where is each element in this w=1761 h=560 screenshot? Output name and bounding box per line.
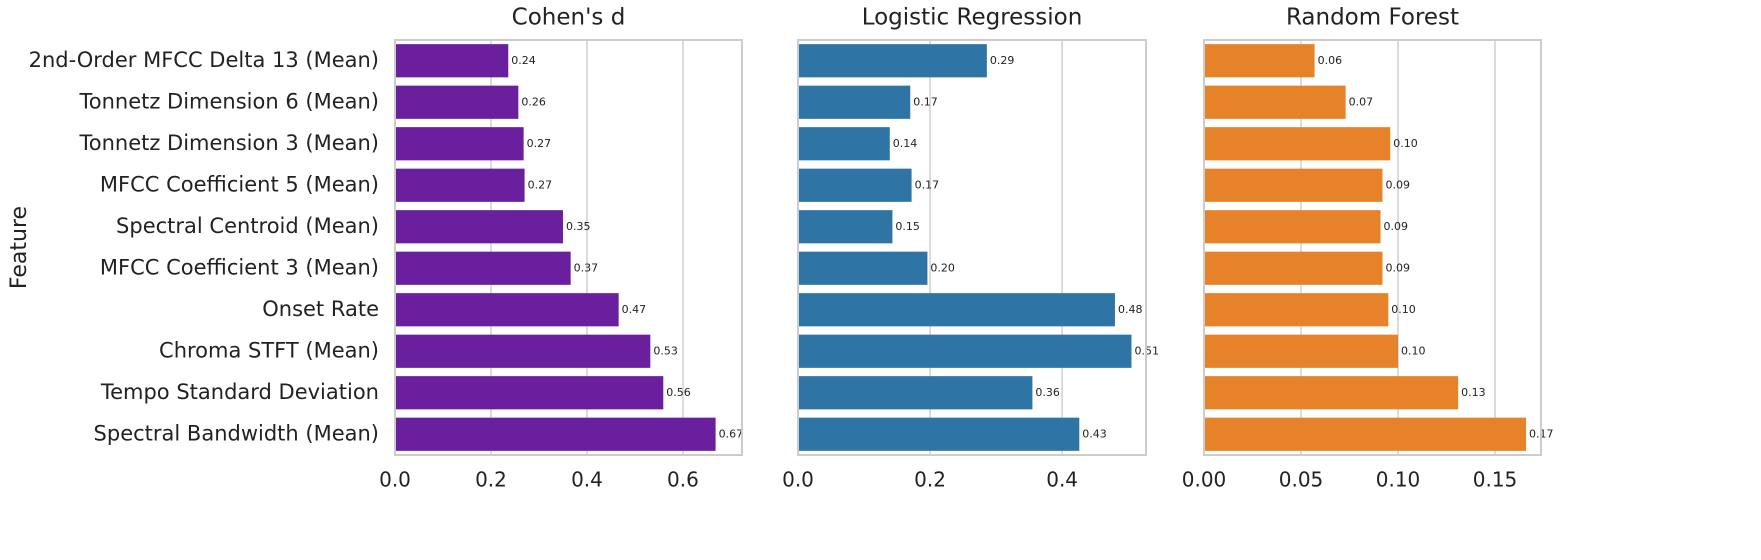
bar [798,293,1115,327]
x-tick-label: 0.2 [914,468,946,492]
y-tick-label: Tonnetz Dimension 6 (Mean) [78,89,379,113]
plot-frame [1203,39,1542,456]
bar [395,251,571,285]
bar [1204,168,1383,202]
y-tick-label: Chroma STFT (Mean) [159,338,379,362]
value-label: 0.27 [527,137,552,150]
bar [798,417,1080,451]
bar [395,168,525,202]
bar [1204,334,1399,368]
x-tick-label: 0.0 [379,468,411,492]
bar [798,376,1033,410]
bar [395,417,716,451]
chart-title: Logistic Regression [862,5,1083,31]
x-tick-label: 0.05 [1279,468,1324,492]
value-label: 0.15 [895,220,920,233]
value-label: 0.09 [1385,261,1410,274]
bar [1204,85,1346,119]
chart-title: Random Forest [1286,5,1459,31]
value-label: 0.09 [1384,220,1409,233]
value-label: 0.53 [653,344,678,357]
bar [1204,210,1381,244]
value-label: 0.56 [666,386,691,399]
value-label: 0.20 [930,261,955,274]
chart-title: Cohen's d [512,5,626,31]
value-label: 0.35 [566,220,591,233]
bar [798,85,911,119]
bar [395,293,619,327]
x-tick-label: 0.0 [782,468,814,492]
y-tick-label: 2nd-Order MFCC Delta 13 (Mean) [29,48,379,72]
bar [395,85,519,119]
bar [395,44,509,78]
y-tick-label: Tonnetz Dimension 3 (Mean) [78,131,379,155]
value-label: 0.26 [521,95,546,108]
value-label: 0.09 [1385,178,1410,191]
value-label: 0.06 [1318,54,1343,67]
value-label: 0.48 [1118,303,1143,316]
value-label: 0.17 [913,95,938,108]
y-tick-label: MFCC Coefficient 5 (Mean) [100,172,379,196]
value-label: 0.10 [1391,303,1416,316]
y-tick-label: Tempo Standard Deviation [100,380,379,404]
bar [1204,127,1391,161]
bar [395,334,651,368]
plot-frame [394,39,743,456]
value-label: 0.14 [893,137,918,150]
x-tick-label: 0.10 [1376,468,1421,492]
value-label: 0.47 [622,303,647,316]
bar [798,251,928,285]
value-label: 0.17 [915,178,940,191]
plot-frame [797,39,1147,456]
bar [395,210,563,244]
x-tick-label: 0.2 [475,468,507,492]
bar [1204,251,1383,285]
value-label: 0.10 [1393,137,1418,150]
value-label: 0.10 [1401,344,1426,357]
y-tick-label: MFCC Coefficient 3 (Mean) [100,255,379,279]
value-label: 0.13 [1461,386,1486,399]
bar [798,168,912,202]
bar [798,127,890,161]
value-label: 0.37 [574,261,599,274]
bar [1204,293,1389,327]
bar [1204,376,1459,410]
bar [395,376,664,410]
x-tick-label: 0.15 [1473,468,1518,492]
value-label: 0.24 [511,54,536,67]
value-label: 0.29 [990,54,1015,67]
value-label: 0.27 [528,178,553,191]
bar [798,44,987,78]
bar [1204,417,1527,451]
y-tick-label: Spectral Centroid (Mean) [116,214,379,238]
x-tick-label: 0.6 [667,468,699,492]
y-tick-label: Spectral Bandwidth (Mean) [94,421,379,445]
bar [798,210,893,244]
value-label: 0.67 [719,427,744,440]
x-tick-label: 0.00 [1182,468,1227,492]
bar [798,334,1132,368]
value-label: 0.07 [1349,95,1374,108]
x-tick-label: 0.4 [571,468,603,492]
y-axis-label: Feature [7,206,32,289]
bar [395,127,524,161]
x-tick-label: 0.4 [1046,468,1078,492]
value-label: 0.36 [1035,386,1060,399]
y-tick-label: Onset Rate [262,297,379,321]
bar [1204,44,1315,78]
value-label: 0.43 [1082,427,1107,440]
